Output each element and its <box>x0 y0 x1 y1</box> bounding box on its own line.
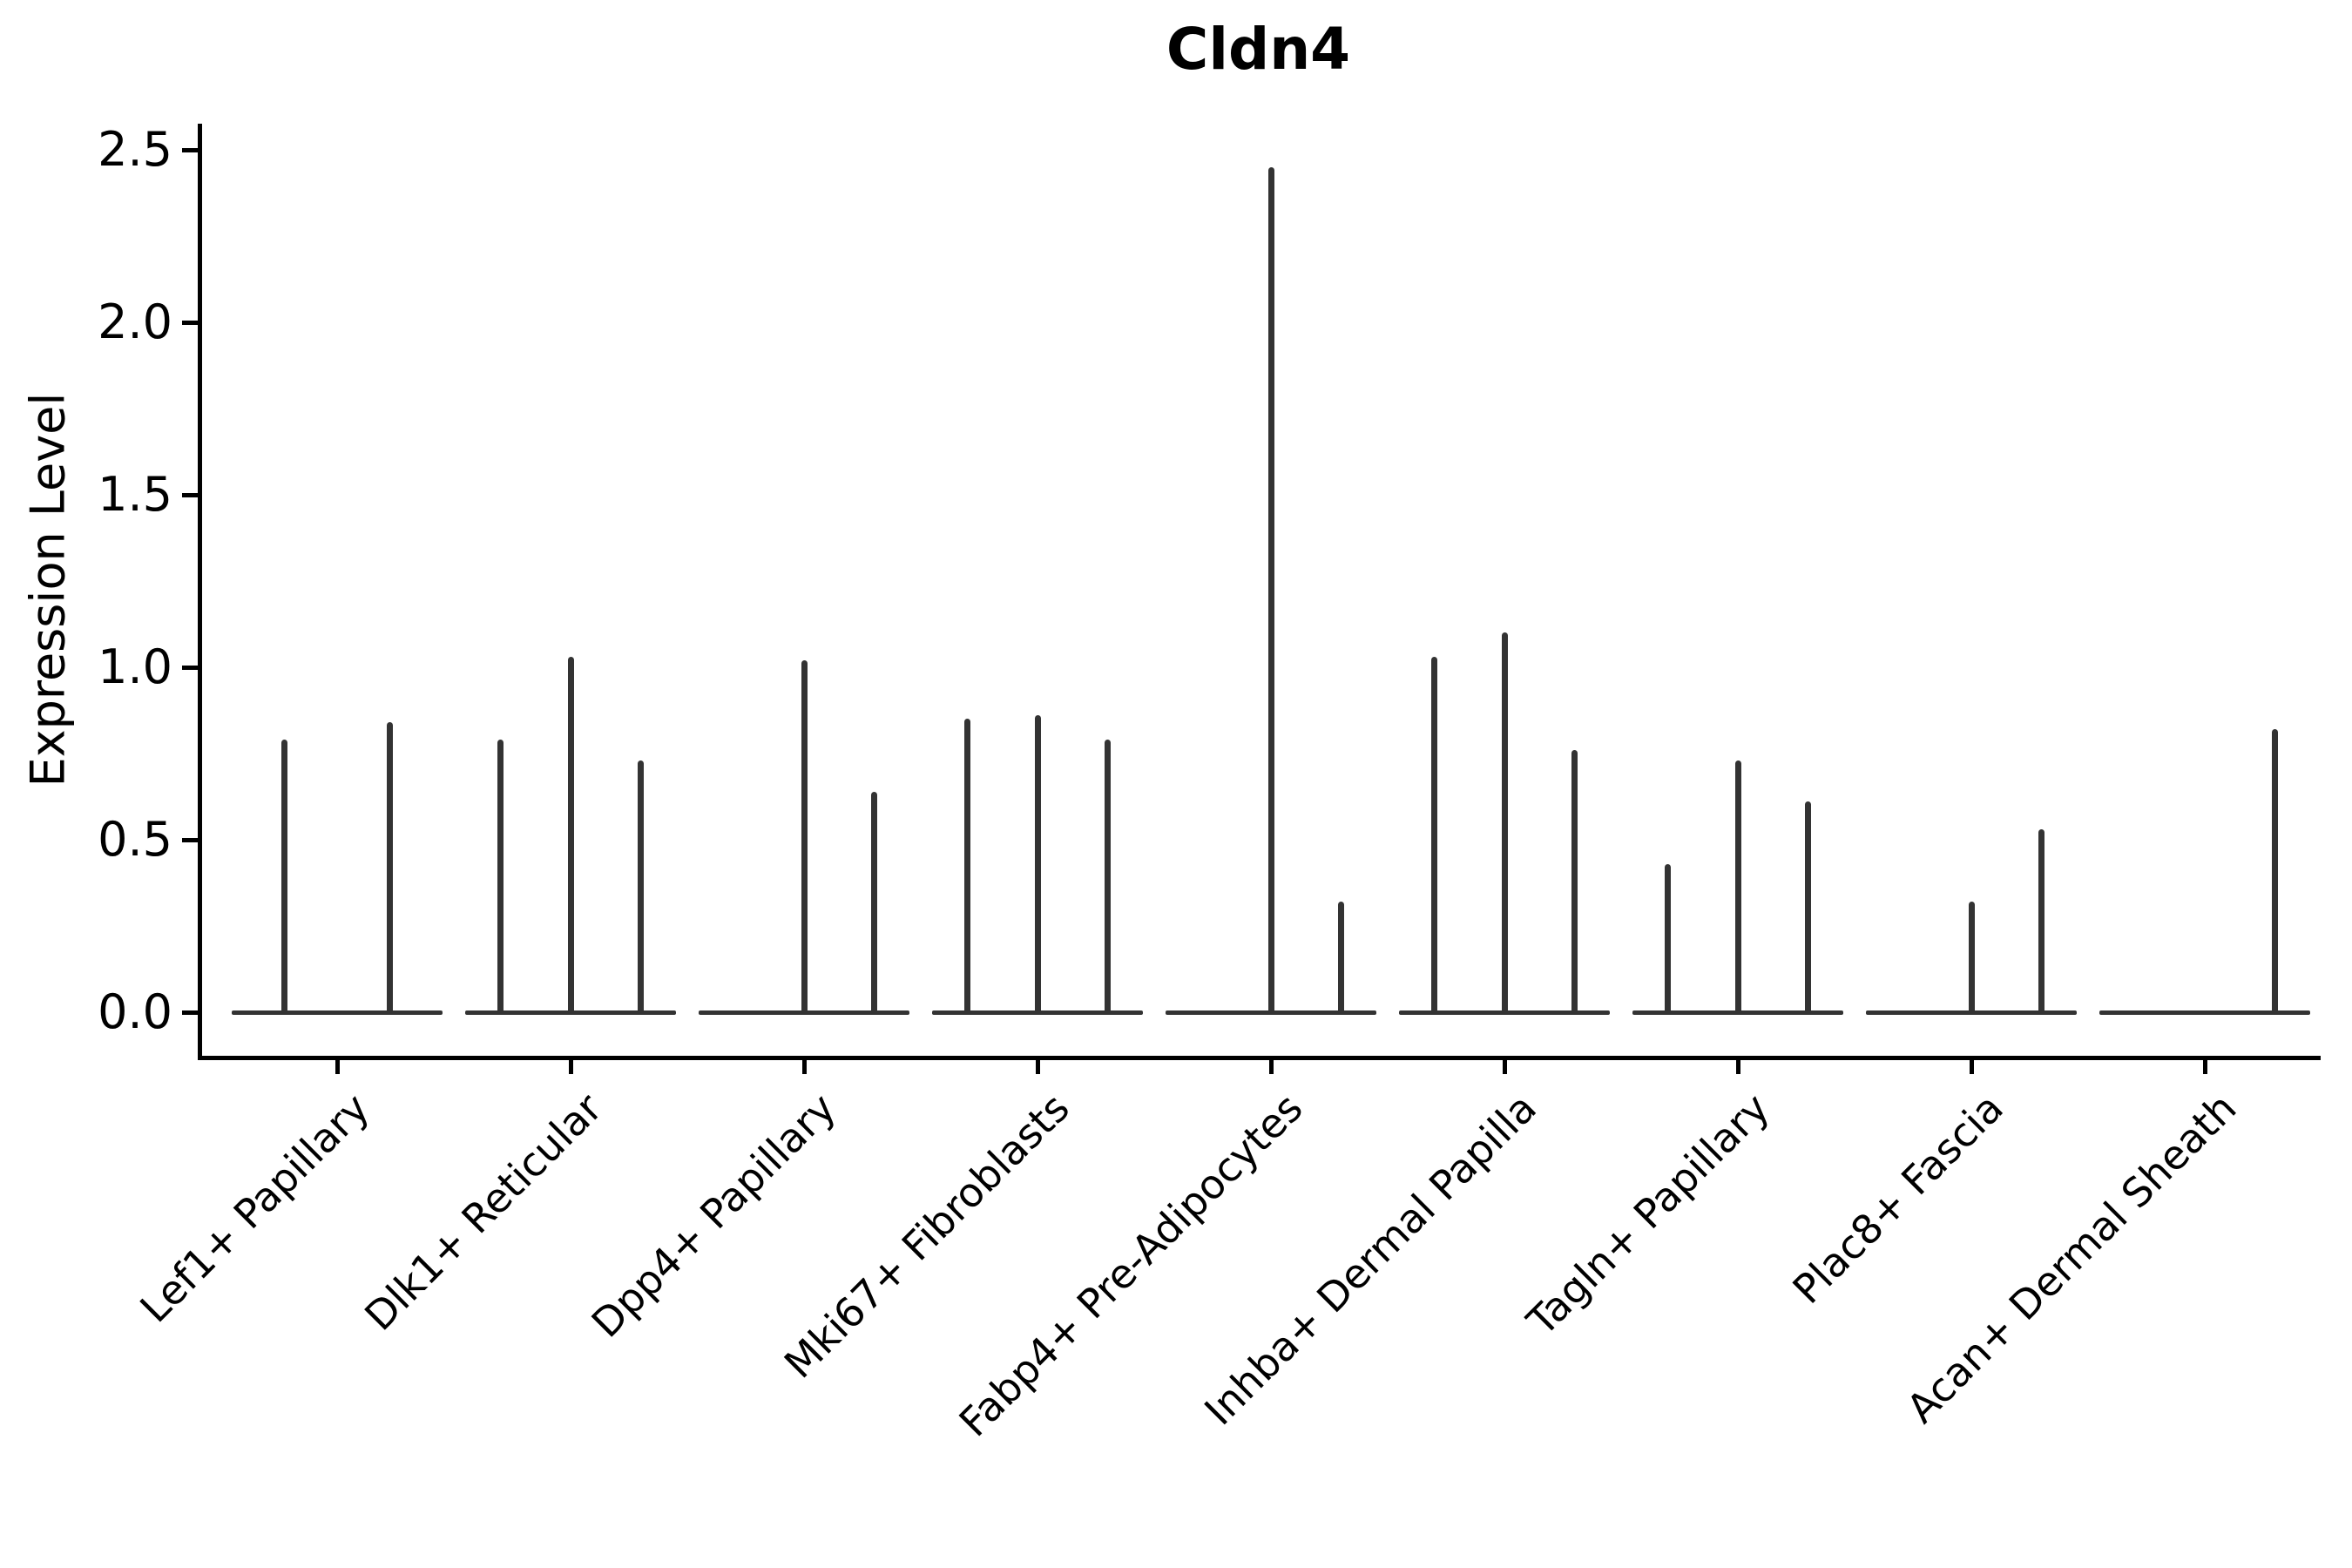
x-tick-label: Dlk1+ Reticular <box>355 1084 612 1340</box>
y-tick <box>182 147 198 152</box>
y-axis-spine <box>198 124 202 1060</box>
violin-spike <box>1267 166 1274 1015</box>
x-tick <box>2202 1060 2207 1074</box>
x-axis-spine <box>198 1056 2321 1060</box>
violin-spike <box>871 791 877 1015</box>
y-tick <box>182 320 198 325</box>
violin-spike <box>2272 729 2278 1015</box>
y-tick-label: 1.5 <box>98 467 172 522</box>
violin-spike <box>567 657 574 1015</box>
violin-spike <box>638 760 644 1015</box>
x-tick-label: Lef1+ Papillary <box>130 1084 378 1332</box>
y-tick <box>182 492 198 497</box>
violin-spike <box>1968 902 1975 1015</box>
violin-spike <box>1431 657 1437 1015</box>
y-tick-label: 0.0 <box>98 984 172 1039</box>
x-tick <box>1969 1060 1974 1074</box>
violin-spike <box>964 719 970 1015</box>
x-tick-label: Tagln+ Papillary <box>1517 1084 1779 1345</box>
violin-spike <box>1665 863 1671 1015</box>
violin-spike <box>1805 801 1811 1015</box>
x-tick <box>1268 1060 1274 1074</box>
chart-title: Cldn4 <box>1166 16 1351 83</box>
violin-spike <box>386 722 393 1015</box>
y-tick <box>182 665 198 670</box>
x-tick-label: Dpp4+ Papillary <box>582 1084 845 1347</box>
y-tick-label: 1.0 <box>98 639 172 694</box>
x-tick <box>1502 1060 1507 1074</box>
violin-spike <box>1105 740 1111 1015</box>
y-tick-label: 0.5 <box>98 812 172 867</box>
violin-spike <box>2038 829 2044 1015</box>
violin-spike <box>1338 902 1344 1015</box>
x-tick <box>568 1060 573 1074</box>
y-tick-label: 2.5 <box>98 122 172 177</box>
violin-spike <box>281 740 288 1015</box>
violin-spike <box>1571 750 1578 1015</box>
y-tick-label: 2.0 <box>98 294 172 349</box>
violin-spike <box>497 740 504 1015</box>
y-tick <box>182 837 198 842</box>
x-tick <box>1035 1060 1040 1074</box>
violin-spike <box>801 660 808 1015</box>
y-tick <box>182 1010 198 1015</box>
x-tick <box>801 1060 807 1074</box>
x-tick <box>1735 1060 1740 1074</box>
x-tick-label: Plac8+ Fascia <box>1783 1084 2012 1313</box>
violin-spike <box>1501 632 1508 1015</box>
violin-baseline <box>2099 1010 2310 1015</box>
x-tick <box>335 1060 340 1074</box>
violin-spike <box>1734 760 1741 1015</box>
violin-baseline <box>232 1010 443 1015</box>
y-axis-label: Expression Level <box>20 392 76 787</box>
violin-spike <box>1034 715 1041 1015</box>
